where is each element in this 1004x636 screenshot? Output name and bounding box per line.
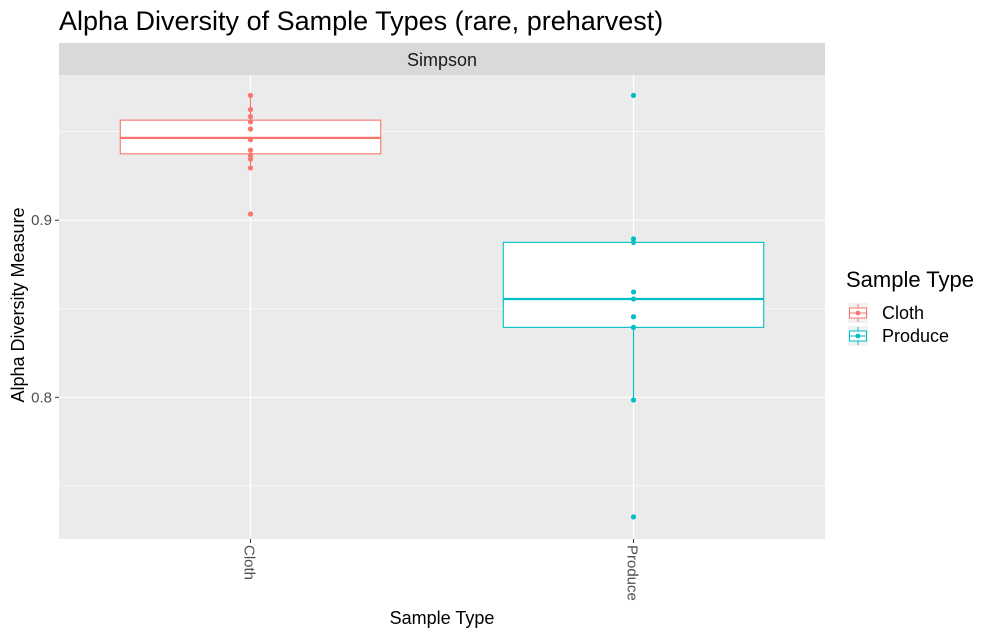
x-tick-label: Cloth <box>241 545 258 580</box>
data-point <box>247 119 254 125</box>
strip-background <box>59 43 825 75</box>
data-point <box>247 114 254 120</box>
data-layer <box>119 92 765 520</box>
data-point <box>247 137 254 143</box>
y-tick-label: 0.9 <box>31 212 52 229</box>
data-point <box>247 106 254 113</box>
data-point <box>247 165 254 171</box>
data-point <box>247 147 254 153</box>
data-point <box>630 324 637 330</box>
y-axis: 0.8 0.9 <box>31 212 59 406</box>
box <box>502 241 765 328</box>
data-point <box>630 239 637 245</box>
data-point <box>247 211 254 217</box>
legend-label: Produce <box>882 326 949 346</box>
x-tick-label: Produce <box>624 545 641 601</box>
legend-entries: Cloth Produce <box>848 303 949 346</box>
data-point <box>247 126 254 132</box>
data-point <box>247 92 254 98</box>
legend-key-point <box>855 310 861 316</box>
legend-label: Cloth <box>882 303 924 323</box>
boxplot-produce <box>502 92 765 520</box>
boxplot-cloth <box>119 92 382 217</box>
legend-entry-cloth: Cloth <box>848 303 924 323</box>
data-point <box>247 156 254 162</box>
facet-strip-label: Simpson <box>407 50 477 70</box>
legend-key-point <box>855 333 861 339</box>
x-axis-title: Sample Type <box>390 608 495 628</box>
data-point <box>630 92 637 98</box>
legend-entry-produce: Produce <box>848 326 949 346</box>
data-point <box>630 314 637 320</box>
y-tick-label: 0.8 <box>31 389 52 406</box>
chart-title: Alpha Diversity of Sample Types (rare, p… <box>59 6 663 36</box>
legend: Sample Type Cloth Produce <box>846 267 974 346</box>
data-point <box>630 289 637 295</box>
data-point <box>630 296 637 302</box>
legend-title: Sample Type <box>846 267 974 292</box>
x-axis: Cloth Produce <box>241 539 641 601</box>
data-point <box>630 514 637 520</box>
data-point <box>630 397 637 403</box>
y-axis-title: Alpha Diversity Measure <box>8 207 28 402</box>
panel: Simpson <box>59 43 825 539</box>
